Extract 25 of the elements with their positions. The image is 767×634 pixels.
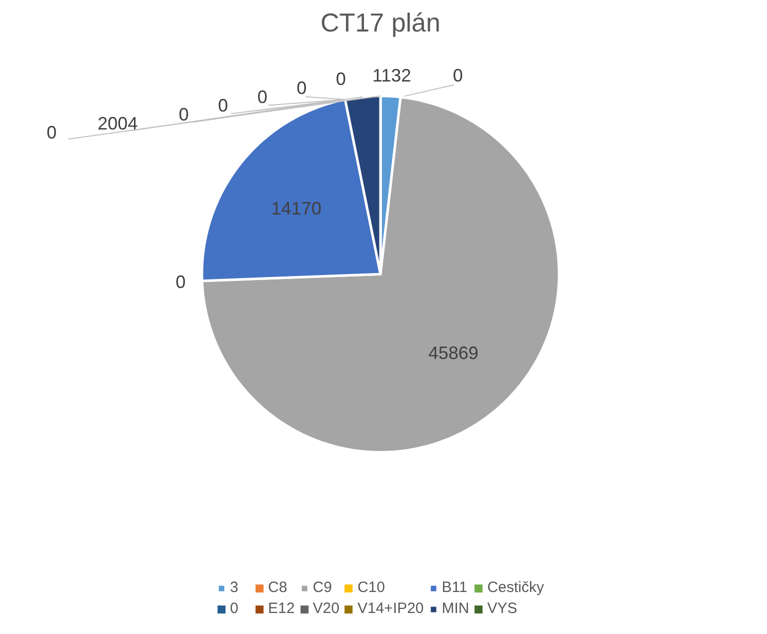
legend-label: E12 (268, 600, 295, 617)
legend-label: MIN (442, 600, 470, 617)
legend-label: C9 (312, 579, 333, 596)
legend-label: 3 (230, 579, 240, 596)
data-label: 14170 (271, 198, 322, 218)
data-label: 1132 (372, 65, 412, 86)
legend-label: C8 (268, 579, 288, 596)
legend-label: B11 (442, 579, 468, 596)
chart-title: CT17 plán (320, 8, 440, 38)
category-label: 0 (218, 96, 228, 116)
category-label: 0 (46, 122, 57, 142)
legend-label: V14+IP20 (357, 600, 424, 617)
category-label: 0 (176, 272, 186, 292)
category-label: 0 (336, 69, 346, 90)
data-label: 45869 (428, 342, 478, 363)
legend-label: VYS (487, 600, 518, 617)
legend-label: V20 (312, 600, 340, 617)
category-label: 0 (452, 65, 463, 86)
data-label: 2004 (98, 114, 138, 134)
legend-label: Cestičky (487, 579, 544, 596)
legend-label: 0 (230, 600, 240, 617)
category-label: 0 (178, 104, 189, 125)
category-label: 0 (296, 78, 307, 98)
category-label: 0 (257, 86, 268, 107)
legend-label: C10 (357, 579, 385, 596)
